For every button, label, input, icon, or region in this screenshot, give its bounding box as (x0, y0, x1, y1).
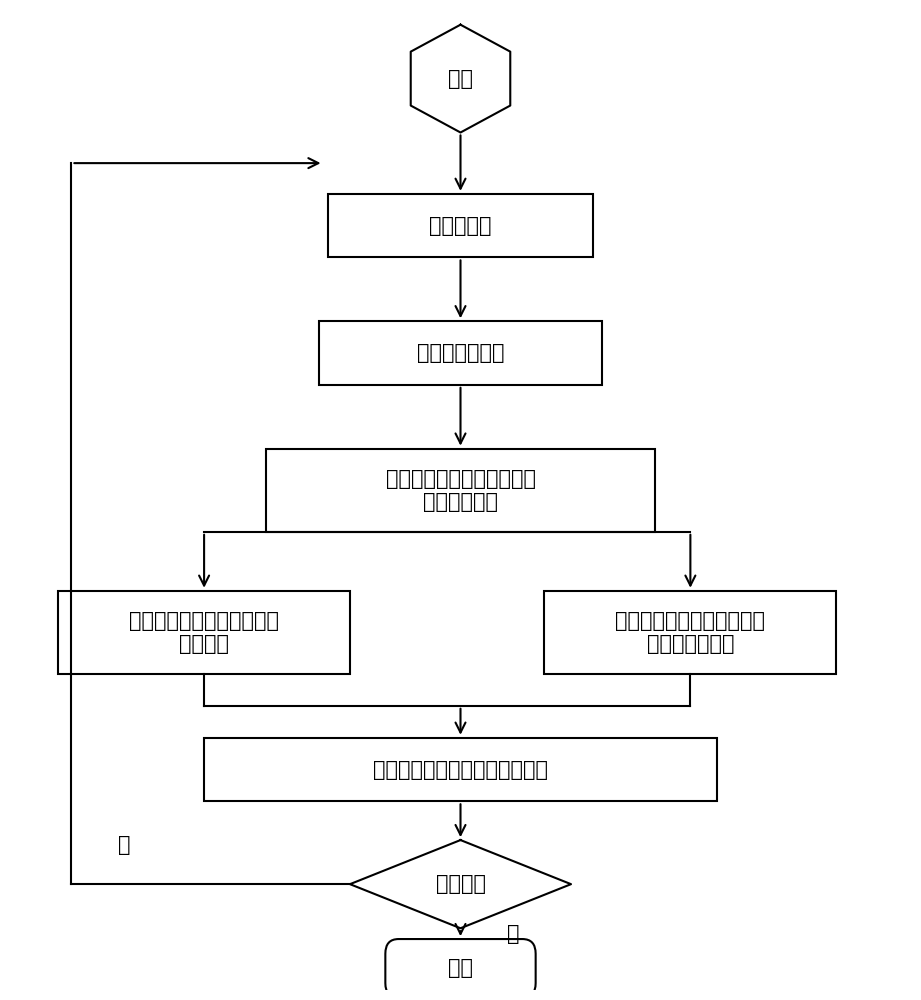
Bar (266, 449, 655, 532)
Bar (204, 738, 717, 801)
Text: 否: 否 (118, 835, 131, 855)
Text: 各标气浓度设置: 各标气浓度设置 (416, 343, 505, 363)
Bar (328, 194, 593, 257)
Text: 结束: 结束 (448, 958, 473, 978)
Text: 是: 是 (507, 924, 519, 944)
Text: 根据测量数据，进行后期预处理: 根据测量数据，进行后期预处理 (373, 760, 548, 780)
Text: 发出指令，标准浓度稀释氧
通入流量分析件: 发出指令，标准浓度稀释氧 通入流量分析件 (615, 611, 765, 654)
Bar (58, 591, 350, 674)
Bar (544, 591, 836, 674)
Text: 系统初始化: 系统初始化 (429, 216, 492, 236)
Text: 循环结束: 循环结束 (436, 874, 485, 894)
Text: 发出指令，混合标气通入五
气分析件: 发出指令，混合标气通入五 气分析件 (129, 611, 279, 654)
Text: 根据预设参数，选择标气，
控制标气流量: 根据预设参数，选择标气， 控制标气流量 (386, 469, 535, 512)
FancyBboxPatch shape (385, 939, 536, 998)
Bar (319, 321, 602, 385)
Text: 开始: 开始 (448, 69, 473, 89)
